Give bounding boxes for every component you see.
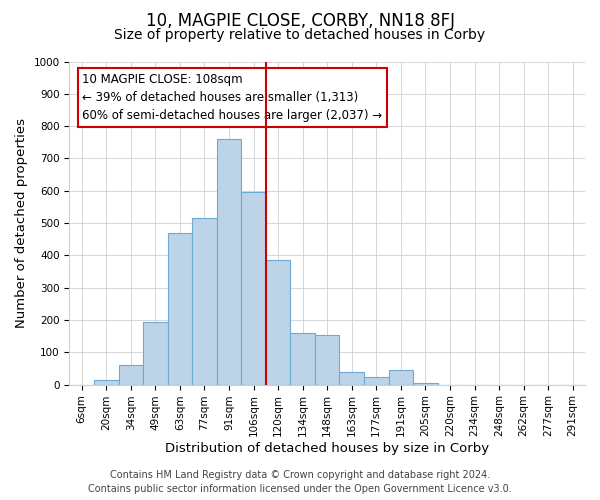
- Bar: [364, 376, 389, 384]
- Bar: [241, 192, 266, 384]
- Text: 10, MAGPIE CLOSE, CORBY, NN18 8FJ: 10, MAGPIE CLOSE, CORBY, NN18 8FJ: [146, 12, 455, 30]
- Text: Size of property relative to detached houses in Corby: Size of property relative to detached ho…: [115, 28, 485, 42]
- Text: 10 MAGPIE CLOSE: 108sqm
← 39% of detached houses are smaller (1,313)
60% of semi: 10 MAGPIE CLOSE: 108sqm ← 39% of detache…: [82, 73, 382, 122]
- Bar: [192, 218, 217, 384]
- Bar: [266, 260, 290, 384]
- Bar: [94, 380, 119, 384]
- Bar: [290, 333, 315, 384]
- Y-axis label: Number of detached properties: Number of detached properties: [15, 118, 28, 328]
- Bar: [340, 372, 364, 384]
- X-axis label: Distribution of detached houses by size in Corby: Distribution of detached houses by size …: [165, 442, 489, 455]
- Bar: [119, 365, 143, 384]
- Bar: [143, 322, 167, 384]
- Text: Contains HM Land Registry data © Crown copyright and database right 2024.
Contai: Contains HM Land Registry data © Crown c…: [88, 470, 512, 494]
- Bar: [167, 232, 192, 384]
- Bar: [315, 334, 340, 384]
- Bar: [217, 139, 241, 384]
- Bar: [413, 383, 437, 384]
- Bar: [389, 370, 413, 384]
